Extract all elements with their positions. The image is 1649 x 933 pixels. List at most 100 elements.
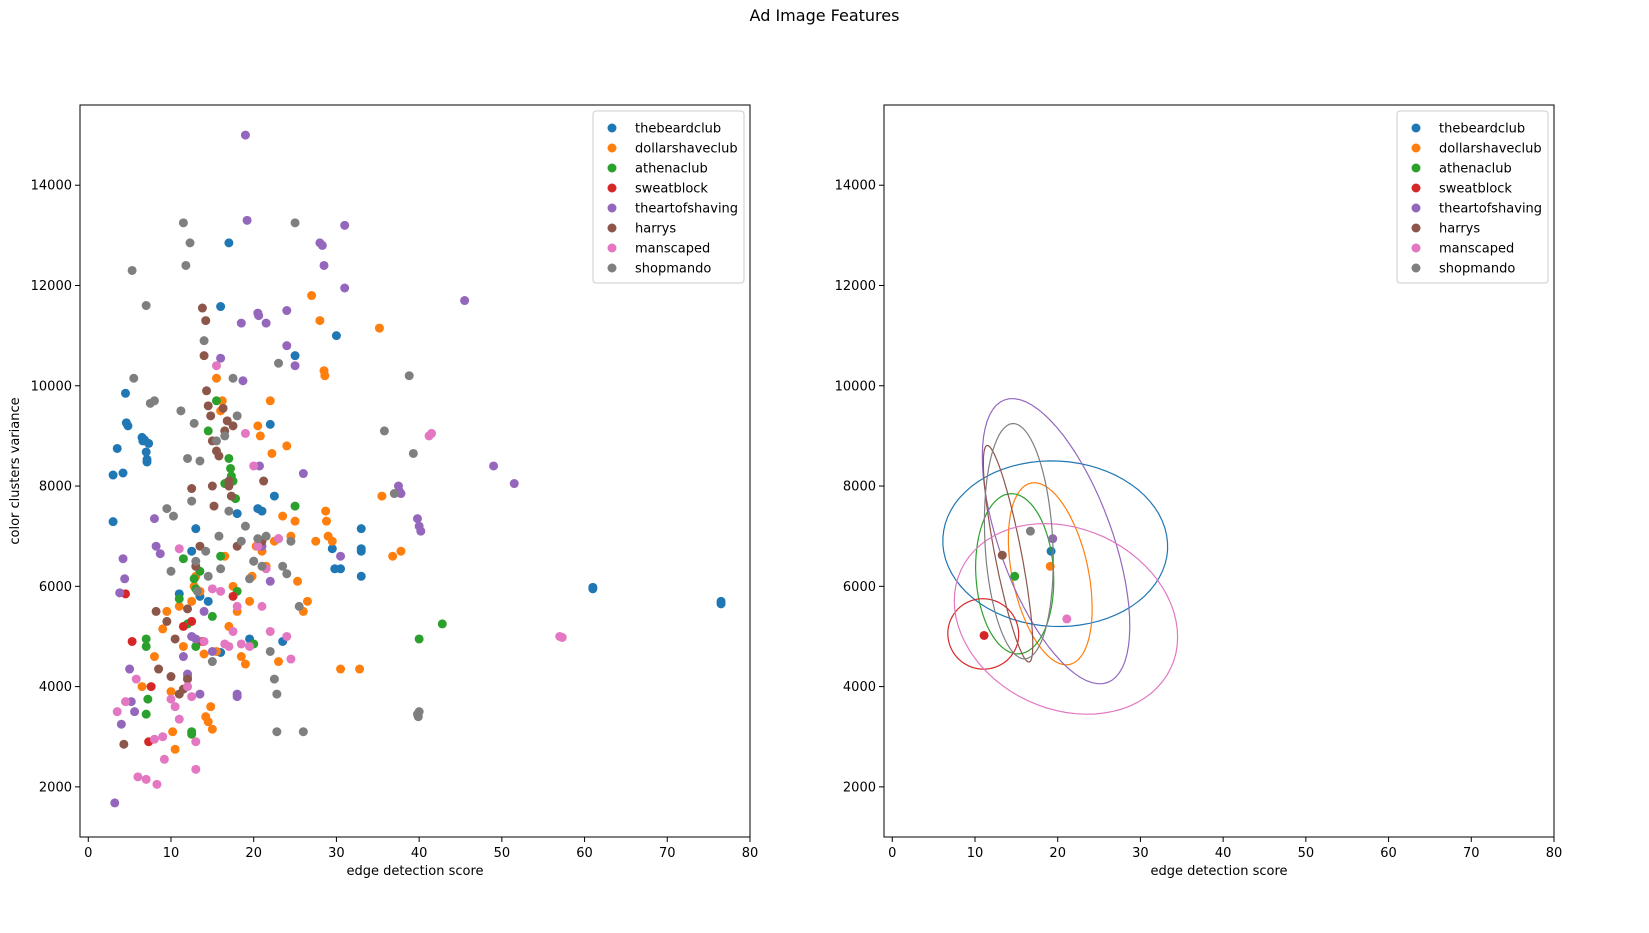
series-athenaclub <box>974 493 1055 655</box>
y-tick-label: 14000 <box>835 179 876 194</box>
ellipse-shopmando <box>983 422 1054 660</box>
point-shopmando <box>183 453 193 463</box>
point-theartofshaving <box>460 296 470 306</box>
point-athenaclub <box>143 694 153 704</box>
point-theartofshaving <box>340 283 350 293</box>
x-axis-label: edge detection score <box>1150 864 1287 879</box>
data-layer <box>108 130 726 808</box>
point-shopmando <box>216 564 226 574</box>
point-thebeardclub <box>120 388 130 398</box>
legend-label: theartofshaving <box>635 202 738 217</box>
point-thebeardclub <box>141 447 151 457</box>
point-dollarshaveclub <box>149 652 159 662</box>
point-theartofshaving <box>261 318 271 328</box>
point-theartofshaving <box>199 606 209 616</box>
point-athenaclub <box>187 729 197 739</box>
legend-marker-sweatblock <box>607 183 617 193</box>
point-dollarshaveclub <box>327 536 337 546</box>
point-dollarshaveclub <box>336 664 346 674</box>
centroid-shopmando <box>1025 526 1035 536</box>
point-theartofshaving <box>254 311 264 321</box>
x-tick-label: 70 <box>659 846 676 861</box>
point-shopmando <box>294 601 304 611</box>
point-manscaped <box>427 428 437 438</box>
point-harrys <box>259 476 269 486</box>
point-dollarshaveclub <box>199 649 209 659</box>
point-shopmando <box>269 674 279 684</box>
point-manscaped <box>240 428 250 438</box>
point-shopmando <box>195 456 205 466</box>
legend-marker-manscaped <box>1411 243 1421 253</box>
point-manscaped <box>199 636 209 646</box>
legend-label: thebeardclub <box>1439 122 1525 137</box>
point-theartofshaving <box>151 541 161 551</box>
point-shopmando <box>414 707 424 717</box>
point-shopmando <box>286 536 296 546</box>
point-manscaped <box>224 641 234 651</box>
x-tick-label: 30 <box>328 846 345 861</box>
point-sweatblock <box>187 616 197 626</box>
legend-label: shopmando <box>635 262 711 277</box>
x-tick-label: 0 <box>84 846 92 861</box>
centroid-athenaclub <box>1010 571 1020 581</box>
point-shopmando <box>265 646 275 656</box>
point-shopmando <box>404 371 414 381</box>
point-dollarshaveclub <box>207 724 217 734</box>
point-theartofshaving <box>238 376 248 386</box>
x-tick-label: 60 <box>1380 846 1397 861</box>
y-tick-label: 2000 <box>39 780 72 795</box>
point-manscaped <box>282 631 292 641</box>
point-thebeardclub <box>327 544 337 554</box>
point-harrys <box>154 664 164 674</box>
point-manscaped <box>133 772 143 782</box>
point-manscaped <box>120 697 130 707</box>
series-thebeardclub <box>108 238 726 657</box>
point-thebeardclub <box>232 509 242 519</box>
point-dollarshaveclub <box>187 596 197 606</box>
point-dollarshaveclub <box>388 551 398 561</box>
point-theartofshaving <box>155 549 165 559</box>
point-dollarshaveclub <box>267 448 277 458</box>
point-manscaped <box>245 641 255 651</box>
series-shopmando <box>127 218 424 737</box>
point-dollarshaveclub <box>178 641 188 651</box>
point-theartofshaving <box>290 361 300 371</box>
point-manscaped <box>191 764 201 774</box>
series-manscaped <box>953 522 1179 715</box>
point-athenaclub <box>189 574 199 584</box>
point-sweatblock <box>127 636 137 646</box>
point-shopmando <box>220 431 230 441</box>
point-manscaped <box>166 694 176 704</box>
point-thebeardclub <box>716 596 726 606</box>
point-theartofshaving <box>236 318 246 328</box>
point-manscaped <box>286 654 296 664</box>
point-athenaclub <box>211 396 221 406</box>
point-shopmando <box>240 521 250 531</box>
point-athenaclub <box>141 709 151 719</box>
series-theartofshaving <box>981 398 1131 685</box>
y-tick-label: 6000 <box>843 580 876 595</box>
subplot-1: 0 10 20 30 40 50 60 70 80 2000 4000 6000 8000 10000 12… <box>8 104 758 879</box>
point-harrys <box>162 616 172 626</box>
point-harrys <box>170 634 180 644</box>
point-harrys <box>166 672 176 682</box>
legend-marker-manscaped <box>607 243 617 253</box>
point-shopmando <box>298 727 308 737</box>
point-theartofshaving <box>416 526 426 536</box>
legend-marker-thebeardclub <box>607 123 617 133</box>
point-thebeardclub <box>123 421 133 431</box>
point-theartofshaving <box>207 646 217 656</box>
point-shopmando <box>379 426 389 436</box>
point-manscaped <box>152 779 162 789</box>
legend-marker-sweatblock <box>1411 183 1421 193</box>
point-shopmando <box>162 504 172 514</box>
x-tick-label: 30 <box>1132 846 1149 861</box>
point-thebeardclub <box>269 491 279 501</box>
point-thebeardclub <box>224 238 234 248</box>
point-dollarshaveclub <box>170 744 180 754</box>
point-thebeardclub <box>216 302 226 312</box>
point-manscaped <box>174 714 184 724</box>
legend-marker-athenaclub <box>1411 163 1421 173</box>
series-theartofshaving <box>110 130 519 808</box>
point-harrys <box>226 491 236 501</box>
